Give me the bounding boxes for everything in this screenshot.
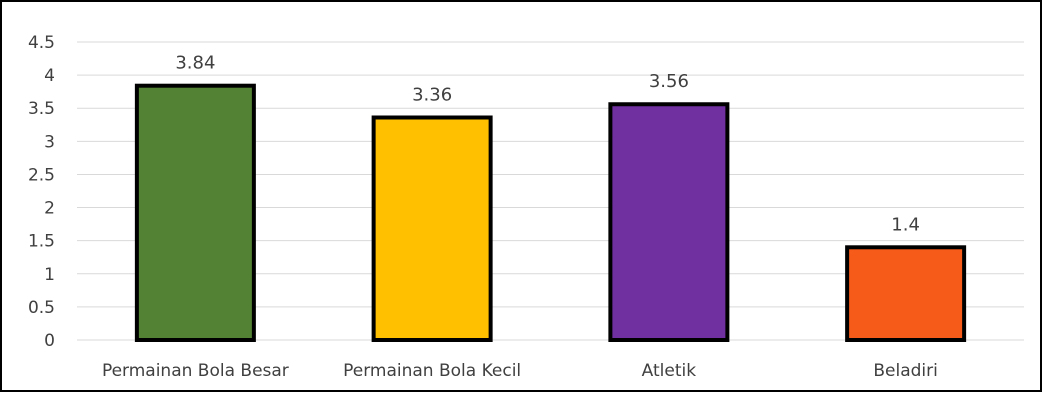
y-tick-label: 1 [44,265,55,285]
x-axis-category-labels: Permainan Bola Besar Permainan Bola Kecil… [102,361,938,381]
y-tick-label: 3.5 [28,99,55,119]
category-label-1: Permainan Bola Kecil [343,361,521,381]
category-label-0: Permainan Bola Besar [102,361,289,381]
y-tick-label: 1.5 [28,232,55,252]
y-tick-label: 4 [44,66,55,86]
category-label-3: Beladiri [873,361,938,381]
y-axis-tick-labels: 0 0.5 1 1.5 2 2.5 3 3.5 4 4.5 [28,33,55,351]
y-tick-label: 0.5 [28,298,55,318]
category-label-2: Atletik [642,361,697,381]
data-label-1: 3.36 [412,84,452,105]
bar-1 [371,115,493,342]
bars [134,83,967,343]
y-tick-label: 3 [44,132,55,152]
bar-3 [845,245,967,343]
bar-0 [134,83,256,342]
y-tick-label: 2 [44,199,55,219]
data-label-3: 1.4 [891,214,920,235]
data-labels: 3.84 3.36 3.56 1.4 [175,53,920,236]
data-label-2: 3.56 [649,71,689,92]
y-tick-label: 2.5 [28,165,55,185]
data-label-0: 3.84 [175,53,215,74]
bar-2 [608,102,730,342]
y-tick-label: 4.5 [28,33,55,53]
y-tick-label: 0 [44,331,55,351]
